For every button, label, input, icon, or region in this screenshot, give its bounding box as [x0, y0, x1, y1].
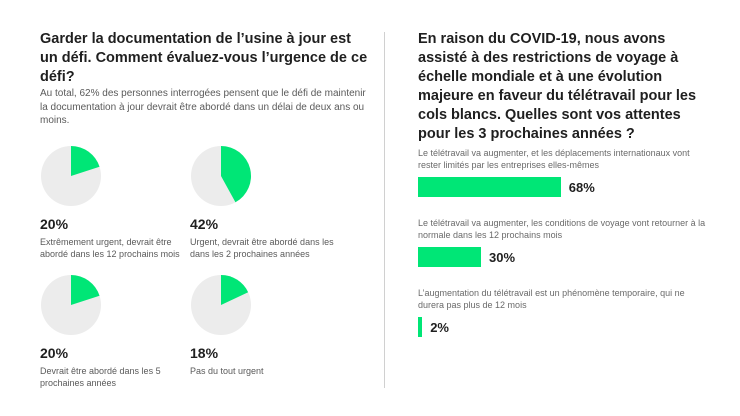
pie-1-percent: 20%: [40, 216, 69, 232]
right-panel: En raison du COVID-19, nous avons assist…: [418, 30, 708, 144]
pie-chart-1: [41, 146, 101, 206]
pie-chart-4: [191, 275, 251, 335]
bar-1: [418, 177, 561, 197]
bar-3-value: 2%: [430, 319, 449, 335]
bar-3: [418, 317, 423, 337]
column-divider: [384, 32, 385, 388]
bar-2-value: 30%: [489, 249, 516, 265]
bar-item-2: Le télétravail va augmenter, les conditi…: [418, 218, 708, 267]
pie-block-1: 20% Extrêmement urgent, devrait être abo…: [40, 145, 190, 260]
pie-block-4: 18% Pas du tout urgent: [190, 274, 340, 377]
pie-1-description: Extrêmement urgent, devrait être abordé …: [40, 237, 180, 259]
bar-item-3: L’augmentation du télétravail est un phé…: [418, 288, 708, 337]
bar-1-label: Le télétravail va augmenter, et les dépl…: [418, 148, 690, 170]
pie-block-3: 20% Devrait être abordé dans les 5 proch…: [40, 274, 190, 389]
bar-3-label: L’augmentation du télétravail est un phé…: [418, 288, 685, 310]
left-panel: Garder la documentation de l’usine à jou…: [40, 30, 370, 87]
left-title: Garder la documentation de l’usine à jou…: [40, 31, 368, 85]
pie-slice-3: [71, 275, 100, 305]
bar-item-1: Le télétravail va augmenter, et les dépl…: [418, 148, 708, 197]
pie-chart-3: [41, 275, 101, 335]
pie-4-description: Pas du tout urgent: [190, 366, 264, 376]
pie-slice-1: [71, 146, 100, 176]
bar-2: [418, 247, 481, 267]
pie-slice-2: [221, 146, 251, 203]
pie-3-description: Devrait être abordé dans les 5 prochaine…: [40, 366, 161, 388]
pie-block-2: 42% Urgent, devrait être abordé dans les…: [190, 145, 340, 260]
bar-1-value: 68%: [568, 179, 595, 195]
left-intro: Au total, 62% des personnes interrogées …: [40, 88, 366, 126]
bar-2-label: Le télétravail va augmenter, les conditi…: [418, 218, 706, 240]
pie-2-percent: 42%: [190, 216, 219, 232]
pie-4-percent: 18%: [190, 345, 219, 361]
right-title: En raison du COVID-19, nous avons assist…: [418, 31, 697, 142]
pie-slice-4: [221, 275, 249, 305]
pie-chart-2: [191, 146, 251, 206]
pie-3-percent: 20%: [40, 345, 69, 361]
pie-2-description: Urgent, devrait être abordé dans les dan…: [190, 237, 334, 259]
